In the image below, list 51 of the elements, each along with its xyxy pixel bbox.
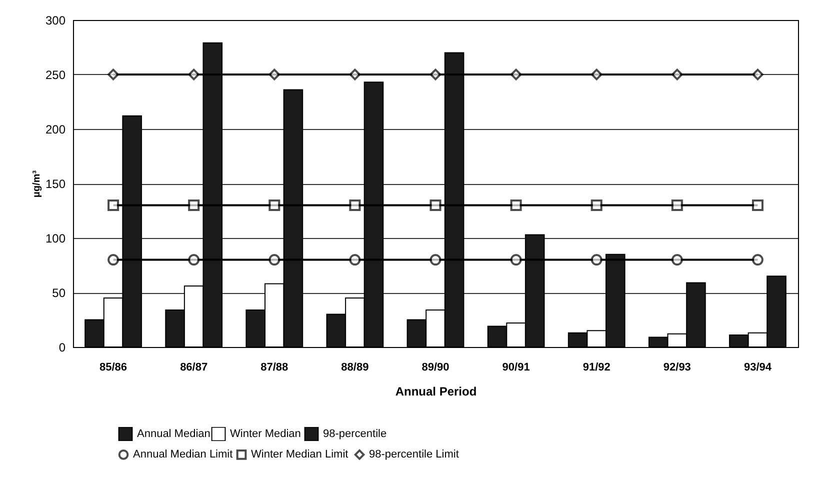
point bbox=[671, 200, 683, 212]
legend-label: 98-percentile Limit bbox=[369, 448, 459, 461]
y-tick-label: 0 bbox=[58, 340, 66, 354]
legend-label: Annual Median Limit bbox=[133, 448, 233, 461]
point bbox=[188, 254, 200, 266]
x-tick-label: 92/93 bbox=[663, 362, 691, 374]
point bbox=[510, 200, 522, 212]
y-tick-label: 150 bbox=[45, 177, 66, 191]
y-tick-label: 300 bbox=[45, 14, 66, 28]
point bbox=[268, 254, 280, 266]
y-tick-label: 100 bbox=[45, 232, 66, 246]
point bbox=[188, 200, 200, 212]
point bbox=[349, 68, 361, 80]
point bbox=[188, 68, 200, 80]
x-axis-title: Annual Period bbox=[395, 384, 477, 398]
x-tick-label: 86/87 bbox=[180, 362, 208, 374]
y-tick-label: 50 bbox=[52, 286, 66, 300]
x-tick-label: 91/92 bbox=[582, 362, 610, 374]
x-tick-label: 85/86 bbox=[100, 362, 128, 374]
point bbox=[590, 68, 602, 80]
point bbox=[590, 200, 602, 212]
point bbox=[590, 254, 602, 266]
x-tick-label: 90/91 bbox=[502, 362, 530, 374]
point bbox=[752, 68, 764, 80]
x-tick-label: 89/90 bbox=[422, 362, 450, 374]
point bbox=[349, 254, 361, 266]
point bbox=[430, 254, 442, 266]
point bbox=[510, 68, 522, 80]
point bbox=[752, 254, 764, 266]
x-tick-label: 88/89 bbox=[341, 362, 369, 374]
point bbox=[108, 68, 120, 80]
point bbox=[430, 68, 442, 80]
legend-label: 98-percentile bbox=[323, 428, 387, 440]
point bbox=[268, 200, 280, 212]
point bbox=[108, 200, 120, 212]
y-axis-title: μg/m³ bbox=[31, 170, 42, 198]
legend-label: Winter Median Limit bbox=[251, 448, 348, 461]
point bbox=[752, 200, 764, 212]
legend-label: Annual Median bbox=[137, 428, 210, 440]
point bbox=[671, 68, 683, 80]
y-tick-label: 200 bbox=[45, 122, 66, 136]
x-tick-label: 93/94 bbox=[744, 362, 772, 374]
x-tick-label: 87/88 bbox=[260, 362, 288, 374]
point bbox=[671, 254, 683, 266]
legend-label: Winter Median bbox=[230, 428, 301, 440]
point bbox=[349, 200, 361, 212]
point bbox=[510, 254, 522, 266]
y-tick-label: 250 bbox=[45, 68, 66, 82]
point bbox=[108, 254, 120, 266]
point bbox=[268, 68, 280, 80]
point bbox=[430, 200, 442, 212]
